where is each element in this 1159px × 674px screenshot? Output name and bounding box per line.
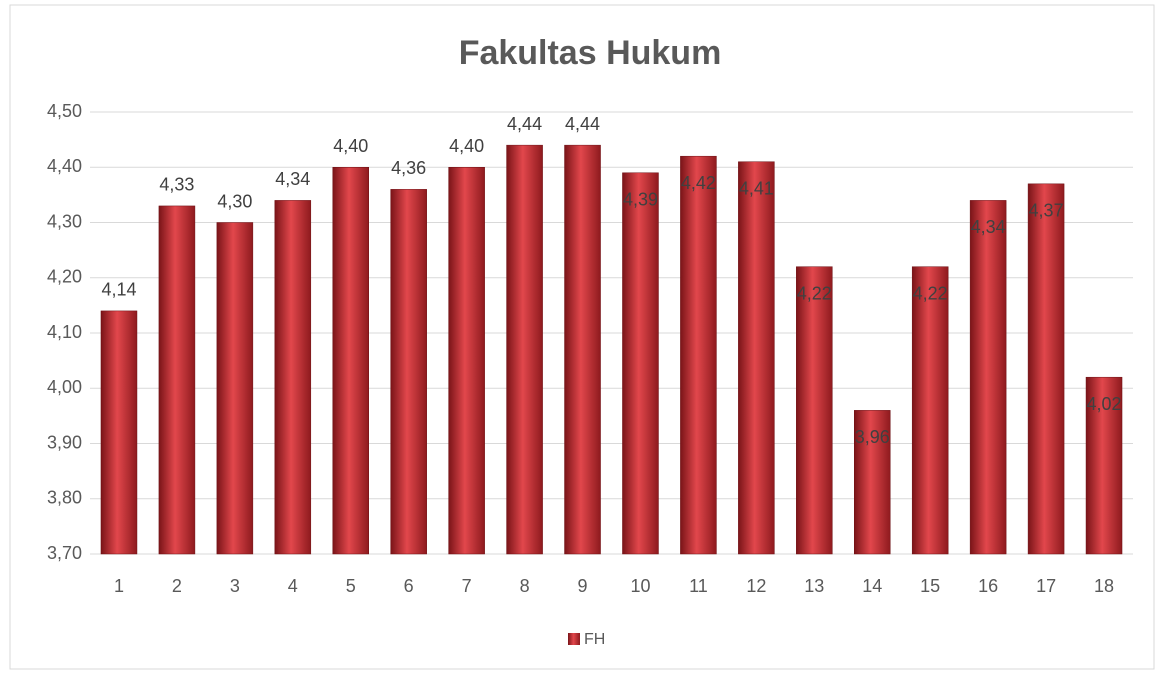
data-label: 4,14 (101, 280, 136, 300)
y-tick-label: 4,00 (47, 377, 82, 397)
data-label: 4,22 (913, 283, 948, 303)
bar (158, 205, 196, 555)
x-tick-label: 12 (746, 576, 766, 596)
bar (911, 266, 949, 555)
bar (1085, 376, 1123, 555)
x-tick-label: 11 (689, 576, 708, 596)
x-tick-label: 14 (862, 576, 882, 596)
bar (332, 167, 369, 555)
data-label: 4,41 (739, 178, 774, 198)
y-tick-label: 4,30 (47, 211, 82, 231)
x-tick-label: 7 (462, 576, 472, 596)
x-tick-label: 6 (404, 576, 414, 596)
x-tick-label: 16 (978, 576, 998, 596)
y-tick-label: 3,90 (47, 432, 82, 452)
bar (100, 310, 138, 555)
data-label: 4,34 (275, 169, 310, 189)
x-tick-label: 3 (230, 576, 240, 596)
data-label: 4,42 (681, 173, 716, 193)
bar (448, 167, 485, 555)
data-label: 4,36 (391, 158, 426, 178)
x-tick-label: 5 (346, 576, 356, 596)
bar (1027, 183, 1065, 555)
x-tick-label: 13 (804, 576, 824, 596)
bar (680, 155, 717, 555)
x-tick-label: 17 (1036, 576, 1056, 596)
x-tick-label: 1 (114, 576, 124, 596)
bar (969, 200, 1007, 555)
y-tick-label: 3,70 (47, 543, 82, 563)
data-label: 4,44 (507, 114, 542, 134)
bar (622, 172, 659, 555)
data-label: 4,44 (565, 114, 600, 134)
data-label: 4,22 (797, 283, 832, 303)
data-label: 4,30 (217, 191, 252, 211)
bar (564, 144, 601, 555)
bar (216, 222, 254, 555)
x-tick-label: 9 (578, 576, 588, 596)
data-label: 4,34 (971, 217, 1006, 237)
data-label: 4,39 (623, 190, 658, 210)
bar (854, 410, 891, 555)
data-label: 4,33 (159, 175, 194, 195)
chart-title: Fakultas Hukum (459, 34, 722, 72)
x-tick-label: 4 (288, 576, 298, 596)
data-label: 4,40 (449, 136, 484, 156)
y-tick-label: 4,10 (47, 322, 82, 342)
data-label: 4,02 (1087, 394, 1122, 414)
x-tick-label: 10 (630, 576, 650, 596)
y-tick-label: 4,20 (47, 267, 82, 287)
bar (738, 161, 775, 555)
bar (796, 266, 833, 555)
bar (506, 144, 543, 555)
legend-label: FH (584, 631, 605, 648)
legend-swatch (568, 633, 580, 645)
y-tick-label: 4,50 (47, 101, 82, 121)
data-label: 4,37 (1029, 201, 1064, 221)
bar (390, 189, 427, 555)
data-label: 3,96 (855, 427, 890, 447)
x-tick-label: 2 (172, 576, 182, 596)
x-tick-label: 15 (920, 576, 940, 596)
bar (274, 200, 312, 555)
x-tick-label: 18 (1094, 576, 1114, 596)
y-tick-label: 4,40 (47, 156, 82, 176)
x-tick-label: 8 (520, 576, 530, 596)
data-label: 4,40 (333, 136, 368, 156)
y-tick-label: 3,80 (47, 488, 82, 508)
